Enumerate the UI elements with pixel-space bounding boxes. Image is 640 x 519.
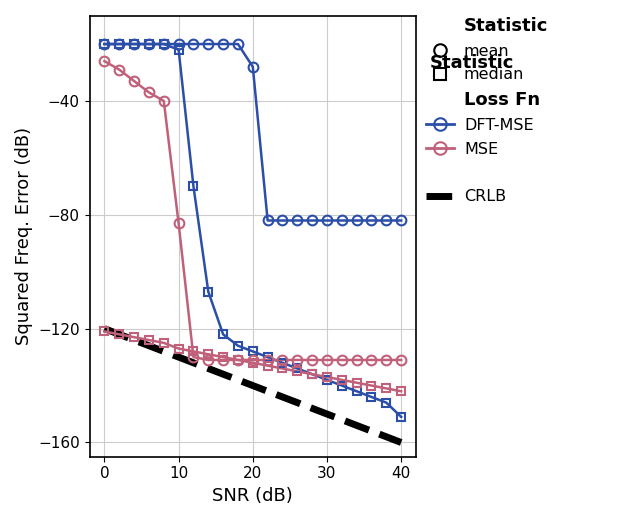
Legend: Statistic, mean, median, Loss Fn, DFT-MSE, MSE, , CRLB: Statistic, mean, median, Loss Fn, DFT-MS…: [419, 10, 555, 211]
Y-axis label: Squared Freq. Error (dB): Squared Freq. Error (dB): [15, 127, 33, 345]
X-axis label: SNR (dB): SNR (dB): [212, 487, 293, 505]
Text: Statistic: Statistic: [430, 54, 515, 73]
